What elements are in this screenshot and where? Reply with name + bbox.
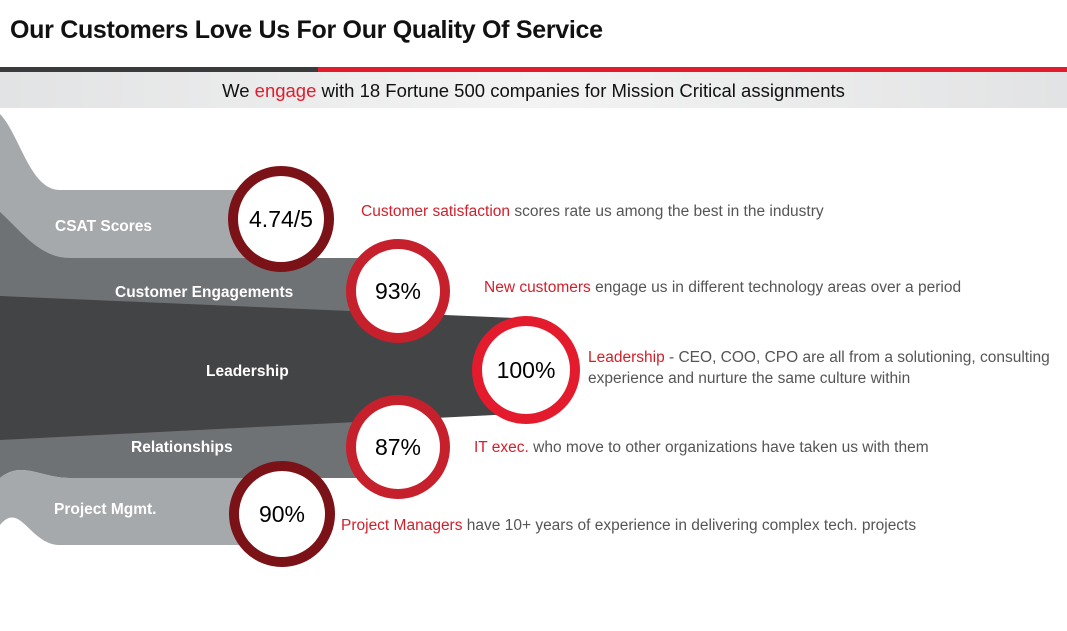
header-divider-dark — [0, 67, 318, 72]
metric-circle-projectmgmt: 90% — [229, 461, 335, 567]
metric-value-relationships: 87% — [374, 433, 422, 460]
row-description-projectmgmt: Project Managers have 10+ years of exper… — [341, 515, 916, 536]
row-label-relationships: Relationships — [131, 439, 233, 456]
page-title: Our Customers Love Us For Our Quality Of… — [10, 16, 603, 44]
metric-circle-engagements: 93% — [346, 239, 450, 343]
subtitle-banner: We engage with 18 Fortune 500 companies … — [0, 72, 1067, 108]
metric-value-csat: 4.74/5 — [249, 205, 313, 232]
row-label-engagements: Customer Engagements — [115, 284, 294, 301]
row-text-leadership: - CEO, COO, CPO are all from a solutioni… — [669, 349, 1050, 366]
funnel-band-projectmgmt — [0, 470, 285, 545]
row-text-csat: scores rate us among the best in the ind… — [514, 203, 824, 220]
row-text-relationships: who move to other organizations have tak… — [533, 439, 929, 456]
metric-circle-csat: 4.74/5 — [228, 166, 334, 272]
row-description-csat: Customer satisfaction scores rate us amo… — [361, 201, 824, 222]
row-description-engagements: New customers engage us in different tec… — [484, 277, 961, 298]
metric-value-engagements: 93% — [374, 277, 422, 304]
row-description-leadership: Leadership - CEO, COO, CPO are all from … — [588, 347, 1050, 389]
row-highlight-leadership: Leadership — [588, 349, 665, 366]
funnel-band-csat — [0, 114, 285, 258]
row-highlight-projectmgmt: Project Managers — [341, 517, 463, 534]
row-description-relationships: IT exec. who move to other organizations… — [474, 437, 929, 458]
row-text-leadership-line2: experience and nurture the same culture … — [588, 370, 911, 387]
banner-prefix: We — [222, 80, 250, 101]
metric-value-projectmgmt: 90% — [258, 500, 306, 527]
funnel-band-engagements — [0, 212, 400, 318]
row-label-leadership: Leadership — [206, 363, 289, 380]
row-label-csat: CSAT Scores — [55, 218, 153, 235]
row-highlight-relationships: IT exec. — [474, 439, 529, 456]
metric-circle-relationships: 87% — [346, 395, 450, 499]
banner-suffix: with 18 Fortune 500 companies for Missio… — [321, 80, 845, 101]
metric-value-leadership: 100% — [496, 356, 556, 383]
row-text-engagements: engage us in different technology areas … — [595, 279, 962, 296]
header-divider-red — [318, 67, 1067, 72]
row-highlight-csat: Customer satisfaction — [361, 203, 511, 220]
row-text-projectmgmt: have 10+ years of experience in deliveri… — [466, 517, 917, 534]
metric-circle-leadership: 100% — [472, 316, 580, 424]
row-highlight-engagements: New customers — [484, 279, 591, 296]
row-label-projectmgmt: Project Mgmt. — [54, 501, 157, 518]
banner-highlight: engage — [254, 80, 317, 101]
